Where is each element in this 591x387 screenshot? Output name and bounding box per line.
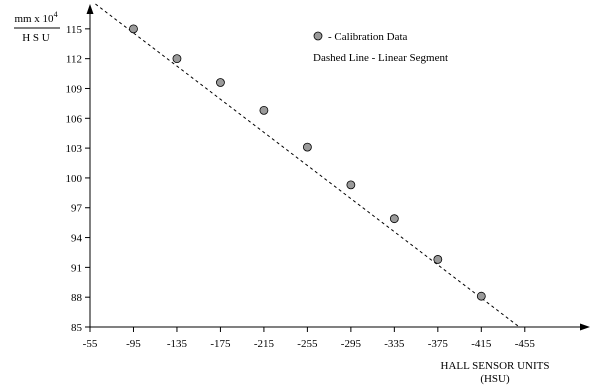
tick-marks (85, 28, 526, 332)
data-point (476, 291, 486, 301)
x-tick-label: -255 (297, 338, 318, 350)
axes (86, 4, 590, 331)
y-tick-label: 88 (71, 292, 83, 304)
data-point (259, 105, 269, 115)
y-tick-label: 91 (71, 262, 82, 274)
y-tick-labels: 85 88 91 94 97 100 103 106 109 112 115 (66, 24, 83, 334)
legend-line-label: Dashed Line - Linear Segment (313, 52, 448, 64)
legend: - Calibration Data Dashed Line - Linear … (313, 31, 448, 64)
x-tick-label: -135 (167, 338, 188, 350)
y-tick-label: 97 (71, 203, 83, 215)
data-point (216, 78, 225, 87)
legend-marker-label: - Calibration Data (328, 31, 408, 43)
y-axis-arrowhead (86, 4, 94, 14)
x-axis-arrowhead (580, 323, 590, 331)
x-tick-label: -95 (126, 338, 141, 350)
fit-line-group (95, 3, 520, 328)
legend-marker-icon (313, 31, 323, 41)
x-tick-label: -415 (471, 338, 492, 350)
y-axis-label-denominator: H S U (22, 32, 50, 44)
y-axis-label-numerator: mm x 104 (14, 10, 57, 25)
y-tick-label: 94 (71, 233, 83, 245)
x-tick-label: -55 (83, 338, 98, 350)
y-tick-label: 112 (66, 54, 82, 66)
y-tick-label: 85 (71, 322, 83, 334)
data-point (389, 214, 399, 224)
y-tick-label: 109 (66, 83, 83, 95)
x-tick-label: -335 (384, 338, 405, 350)
linear-segment-line (95, 3, 520, 328)
x-tick-label: -215 (254, 338, 275, 350)
x-tick-label: -295 (341, 338, 362, 350)
x-tick-label: -175 (210, 338, 231, 350)
y-tick-label: 106 (66, 113, 83, 125)
data-point (129, 24, 138, 34)
data-point (172, 54, 182, 64)
y-tick-label: 100 (66, 173, 83, 185)
data-points (129, 24, 486, 301)
data-point (346, 180, 356, 190)
x-tick-labels: -55 -95 -135 -175 -215 -255 -295 -335 -375 -415 -4… (83, 338, 536, 350)
x-tick-label: -455 (515, 338, 536, 350)
x-axis-label-line2: (HSU) (480, 373, 510, 385)
y-tick-label: 115 (66, 24, 83, 36)
data-point (433, 255, 443, 264)
x-tick-label: -375 (428, 338, 449, 350)
data-point (302, 142, 312, 152)
y-tick-label: 103 (66, 143, 83, 155)
x-axis-label-line1: HALL SENSOR UNITS (441, 360, 550, 372)
